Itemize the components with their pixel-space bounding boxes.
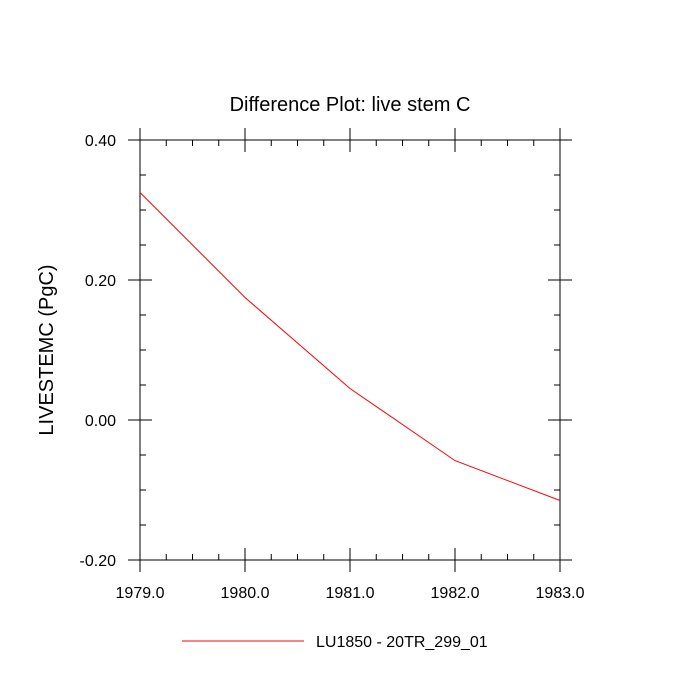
y-axis-label: LIVESTEMC (PgC) [36,264,58,435]
y-tick-label: 0.40 [85,133,116,150]
legend-label: LU1850 - 20TR_299_01 [316,634,488,651]
y-tick-label: 0.00 [85,413,116,430]
legend: LU1850 - 20TR_299_01 [182,634,488,651]
y-tick-label: 0.20 [85,273,116,290]
x-tick-label: 1979.0 [116,585,165,602]
plot-area: 1979.0 1980.0 1981.0 1982.0 1983.0 -0.20 0.00 0… [80,128,585,602]
series-line [139,192,561,501]
x-tick-label: 1982.0 [431,585,480,602]
x-tick-label: 1981.0 [326,585,375,602]
plot-frame [139,139,561,561]
x-tick-label: 1980.0 [221,585,270,602]
x-tick-label: 1983.0 [536,585,585,602]
chart-title: Difference Plot: live stem C [230,94,471,116]
y-tick-label: -0.20 [80,553,117,570]
